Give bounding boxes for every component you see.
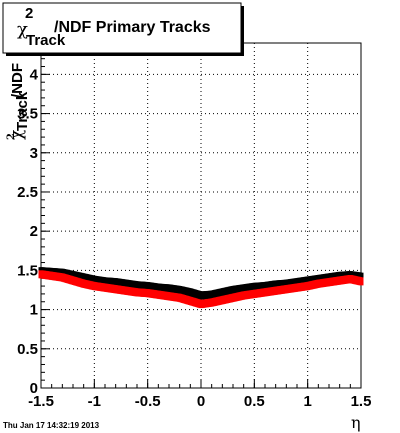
y-axis-rest: /NDF	[9, 63, 26, 98]
tick-labels: -1.5 -1 -0.5 0 0.5 1 1.5 0 0.5 1 1.5 2 2.5 3 3.5 4	[17, 66, 371, 410]
y-tick-label: 1.5	[17, 262, 38, 279]
x-tick-label: 1.5	[351, 393, 372, 410]
x-tick-label: -1.5	[28, 393, 54, 410]
title-box	[2, 2, 242, 54]
data-point	[358, 277, 364, 286]
grid-lines	[41, 43, 361, 388]
chart-title: /NDF Primary Tracks	[54, 19, 211, 36]
y-tick-label: 3.5	[17, 106, 38, 123]
title-box-shadow-bottom	[6, 53, 244, 56]
x-axis-title: η	[351, 413, 361, 432]
title-sup: 2	[25, 5, 33, 22]
title-box-shadow	[241, 6, 244, 56]
y-tick-label: 4	[30, 66, 39, 83]
data-series	[38, 267, 364, 309]
y-tick-label: 0.5	[17, 341, 38, 358]
y-axis-sup: 2	[6, 133, 17, 140]
y-tick-label: 3	[30, 145, 38, 162]
y-axis-title: χ 2 Track /NDF	[6, 63, 31, 140]
title-sub: Track	[26, 32, 66, 49]
y-tick-label: 2	[30, 223, 38, 240]
x-tick-label: -1	[88, 393, 101, 410]
y-axis-sub: Track	[14, 91, 31, 131]
y-tick-label: 0	[30, 380, 38, 397]
x-tick-label: 0.5	[244, 393, 265, 410]
axis-ticks	[40, 42, 362, 389]
data-point	[358, 272, 364, 281]
title-chi: χ	[17, 19, 28, 40]
footer-timestamp: Thu Jan 17 14:32:19 2013	[3, 421, 100, 430]
series-2	[38, 270, 364, 309]
x-tick-label: 0	[197, 393, 205, 410]
x-tick-label: 1	[303, 393, 311, 410]
y-axis-chi: χ	[7, 130, 27, 140]
x-tick-label: -0.5	[135, 393, 161, 410]
y-tick-label: 2.5	[17, 184, 38, 201]
y-tick-label: 1	[30, 302, 38, 319]
